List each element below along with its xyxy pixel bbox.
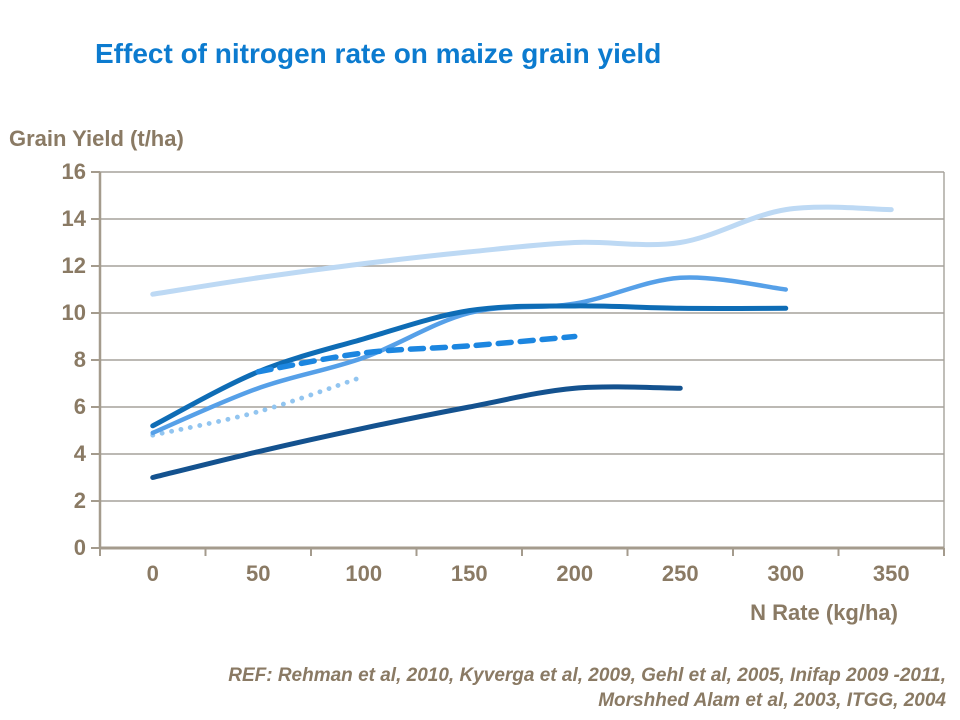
dashed-bright-blue-line: [255, 333, 578, 375]
reference-citation: REF: Rehman et al, 2010, Kyverga et al, …: [46, 663, 946, 713]
y-tick-label: 14: [61, 206, 86, 231]
x-tick-label: 300: [767, 561, 805, 586]
reference-line-1: REF: Rehman et al, 2010, Kyverga et al, …: [228, 665, 946, 686]
x-tick-label: 0: [146, 561, 159, 586]
x-tick-label: 50: [246, 561, 271, 586]
x-tick-label: 200: [556, 561, 594, 586]
x-axis-title: N Rate (kg/ha): [750, 600, 898, 625]
y-tick-label: 2: [73, 488, 86, 513]
y-tick-label: 16: [61, 159, 86, 184]
page-title: Effect of nitrogen rate on maize grain y…: [95, 38, 662, 69]
lightest-blue-line: [150, 204, 894, 297]
x-tick-label: 100: [345, 561, 383, 586]
y-tick-label: 0: [73, 535, 86, 560]
y-tick-label: 6: [73, 394, 86, 419]
y-tick-label: 10: [61, 300, 86, 325]
y-tick-label: 8: [73, 347, 86, 372]
reference-line-2: Morshhed Alam et al, 2003, ITGG, 2004: [598, 690, 946, 711]
x-tick-label: 350: [872, 561, 910, 586]
x-tick-label: 150: [450, 561, 488, 586]
dotted-light-blue-line: [150, 374, 367, 438]
y-tick-label: 12: [61, 253, 86, 278]
y-tick-label: 4: [73, 441, 86, 466]
x-tick-label: 250: [661, 561, 699, 586]
navy-line: [150, 384, 683, 480]
y-axis-title: Grain Yield (t/ha): [9, 126, 184, 151]
